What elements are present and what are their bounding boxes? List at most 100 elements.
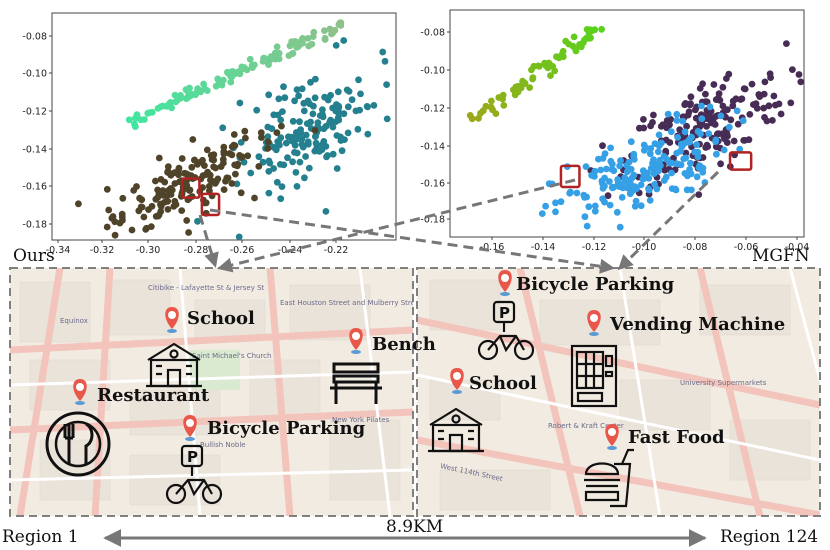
scatter-point	[686, 101, 694, 109]
scatter-point	[118, 210, 126, 218]
scatter-point	[344, 129, 352, 137]
scatter-point	[672, 186, 680, 194]
y-tick-label: -0.12	[420, 104, 445, 115]
scatter-point	[580, 191, 588, 199]
scatter-point	[710, 81, 718, 88]
scatter-point	[630, 171, 638, 179]
scatter-point	[542, 202, 549, 210]
scatter-point	[741, 85, 749, 93]
scatter-point	[775, 100, 783, 108]
scatter-point	[795, 71, 803, 78]
school-icon	[428, 407, 484, 453]
poi-fast-food: Fast Food	[584, 424, 725, 508]
scatter-point	[717, 112, 725, 120]
scatter-point	[650, 111, 657, 119]
scatter-point	[293, 149, 301, 157]
scatter-point	[528, 66, 535, 74]
arrow-ours-to-region1	[198, 214, 219, 268]
arrow-mgfn-to-region124	[617, 170, 720, 271]
scatter-point	[202, 171, 210, 179]
scatter-point	[673, 149, 681, 157]
scatter-point	[666, 121, 673, 129]
scatter-point	[281, 94, 289, 102]
scatter-point	[640, 116, 647, 123]
scatter-point	[495, 94, 503, 101]
scatter-point	[526, 84, 533, 91]
x-tick-label: -0.04	[785, 242, 810, 253]
scatter-point	[327, 91, 334, 99]
fast-food-icon	[584, 448, 634, 508]
scatter-point	[345, 88, 353, 95]
scatter-point	[783, 40, 790, 47]
scatter-point	[383, 115, 391, 123]
scatter-point	[673, 117, 681, 124]
scatter-point	[567, 188, 574, 196]
scatter-point	[334, 88, 342, 96]
location-pin-icon	[165, 307, 179, 333]
scatter-point	[164, 163, 172, 171]
scatter-point	[280, 83, 287, 91]
scatter-point	[348, 96, 356, 104]
scatter-point	[220, 76, 227, 84]
scatter-point	[183, 217, 191, 224]
scatter-point	[651, 140, 659, 148]
scatter-point	[703, 123, 710, 130]
plot-frame-right	[449, 9, 805, 238]
scatter-point	[712, 96, 720, 103]
y-tick-label: -0.10	[22, 69, 47, 80]
scatter-point	[305, 164, 313, 172]
scatter-point	[551, 67, 559, 75]
scatter-point	[267, 53, 275, 60]
scatter-point	[242, 134, 249, 142]
scatter-point	[606, 178, 613, 185]
scatter-point	[736, 145, 744, 153]
scatter-point	[298, 85, 306, 93]
scatter-point	[236, 99, 244, 107]
scatter-point	[228, 143, 236, 151]
scatter-point	[529, 75, 536, 83]
scatter-point	[748, 80, 756, 88]
location-pin-icon	[450, 368, 464, 394]
scatter-point	[291, 97, 298, 105]
scatter-point	[738, 95, 746, 103]
scatter-point	[291, 142, 299, 149]
scatter-point	[265, 168, 273, 175]
scatter-point	[352, 107, 360, 115]
poi-bicycle-parking-left: Bicycle Parking P	[165, 415, 366, 505]
location-pin-icon	[605, 424, 619, 450]
scatter-point	[312, 75, 319, 83]
scatter-point	[655, 131, 663, 139]
y-tick-label: -0.16	[22, 182, 47, 193]
y-tick-label: -0.08	[22, 32, 47, 43]
scatter-point	[542, 62, 550, 69]
scatter-point	[681, 101, 689, 109]
scatter-point	[520, 80, 528, 88]
scatter-point	[664, 110, 672, 118]
scatter-point	[721, 135, 728, 143]
poi-vending-machine: Vending Machine	[570, 310, 785, 408]
scatter-point	[105, 206, 113, 214]
scatter-point	[712, 138, 719, 146]
scatter-point	[154, 212, 162, 220]
scatter-point	[237, 139, 245, 146]
scatter-point	[299, 39, 306, 47]
scatter-point	[763, 117, 771, 125]
scatter-point	[157, 103, 165, 110]
scatter-point	[125, 116, 133, 124]
poi-label: School	[469, 373, 537, 394]
x-tick-label: -0.26	[230, 245, 255, 256]
scatter-point	[163, 192, 171, 200]
scatter-point	[264, 145, 272, 152]
scatter-point	[264, 133, 272, 141]
scatter-point	[631, 202, 639, 210]
scatter-point	[164, 206, 172, 213]
scatter-point	[645, 174, 653, 182]
scatter-point	[258, 134, 265, 141]
scatter-point	[155, 154, 163, 162]
scatter-point	[647, 122, 654, 130]
scatter-point	[223, 174, 231, 182]
plate-cutlery-icon	[45, 411, 111, 477]
scatter-point	[340, 110, 348, 118]
highlight-boxes-mgfn	[559, 151, 753, 189]
scatter-point	[734, 120, 742, 128]
